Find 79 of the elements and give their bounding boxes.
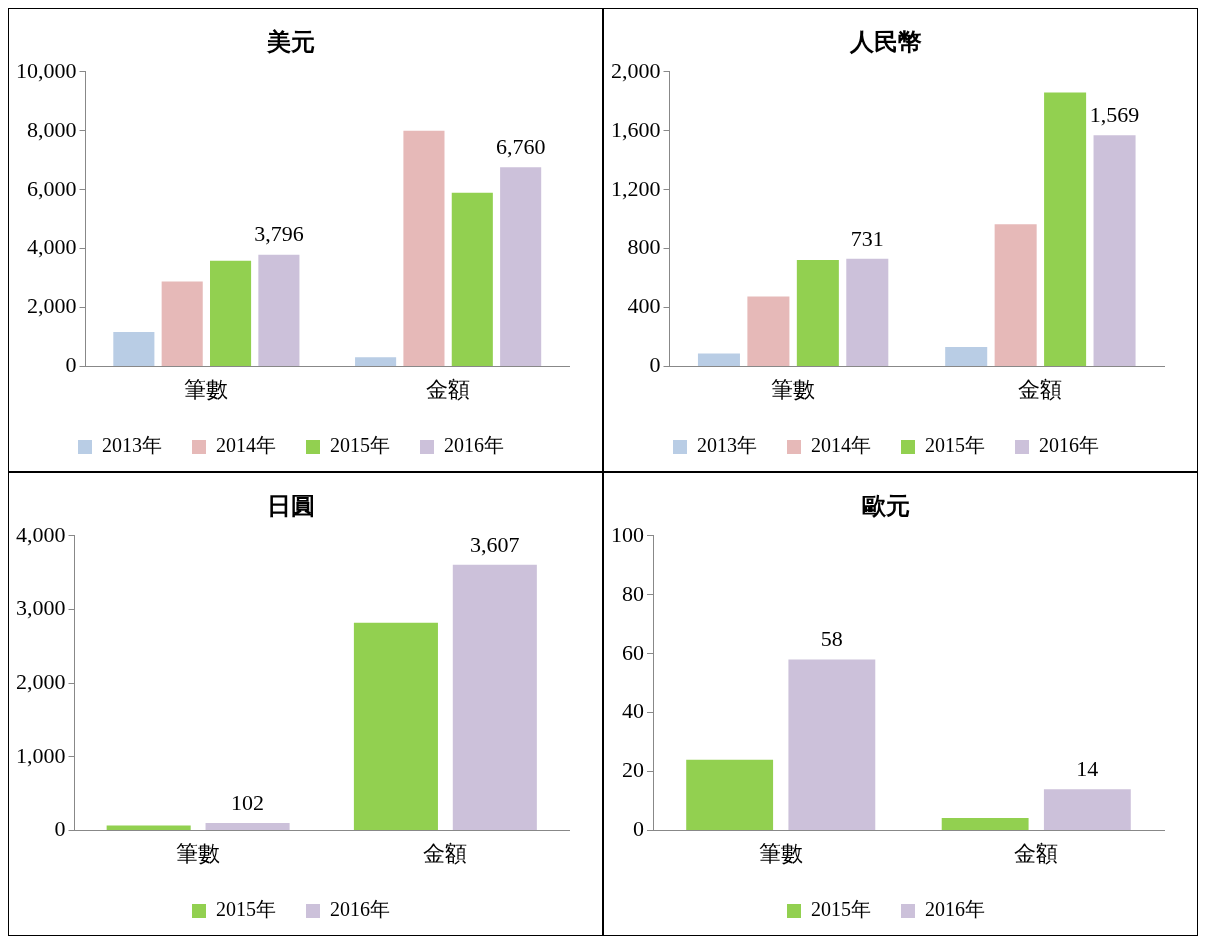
legend-label: 2013年 xyxy=(102,434,162,457)
data-label: 3,796 xyxy=(254,221,304,247)
bar xyxy=(205,823,290,831)
data-label: 102 xyxy=(231,789,265,815)
legend-label: 2016年 xyxy=(330,898,390,921)
bar xyxy=(945,347,988,367)
x-tick-label: 金額 xyxy=(1018,376,1063,402)
bar xyxy=(941,817,1029,831)
legend-label: 2015年 xyxy=(811,898,871,921)
x-tick-label: 筆數 xyxy=(771,376,816,402)
bar xyxy=(788,659,876,831)
x-tick-label: 筆數 xyxy=(176,840,221,866)
y-tick-label: 4,000 xyxy=(16,521,66,547)
bar xyxy=(106,825,191,831)
legend-label: 2014年 xyxy=(216,434,276,457)
bar xyxy=(210,260,252,367)
legend-label: 2014年 xyxy=(811,434,871,457)
bar xyxy=(355,357,397,367)
legend-label: 2015年 xyxy=(925,434,985,457)
data-label: 3,607 xyxy=(470,531,520,557)
chart-title: 美元 xyxy=(266,27,315,55)
bar xyxy=(403,130,445,367)
data-label: 731 xyxy=(850,225,884,251)
legend-label: 2016年 xyxy=(444,434,504,457)
bar xyxy=(353,622,438,831)
bar xyxy=(1044,92,1087,367)
y-tick-label: 60 xyxy=(622,639,644,665)
y-tick-label: 2,000 xyxy=(27,293,77,319)
legend-label: 2016年 xyxy=(925,898,985,921)
bar xyxy=(846,258,889,367)
bar xyxy=(1093,135,1136,367)
y-tick-label: 4,000 xyxy=(27,234,77,260)
bar xyxy=(113,332,155,367)
chart-title: 人民幣 xyxy=(849,28,922,55)
y-tick-label: 0 xyxy=(54,816,66,842)
data-label: 6,760 xyxy=(495,134,546,160)
bar xyxy=(161,281,203,367)
y-tick-label: 100 xyxy=(611,521,644,547)
bar xyxy=(258,254,300,367)
y-tick-label: 40 xyxy=(622,698,644,724)
y-tick-label: 800 xyxy=(627,234,661,260)
y-tick-label: 2,000 xyxy=(16,668,66,694)
y-tick-label: 0 xyxy=(649,352,661,378)
bar xyxy=(747,296,790,367)
x-tick-label: 金額 xyxy=(426,376,471,402)
data-label: 58 xyxy=(820,626,843,652)
y-tick-label: 8,000 xyxy=(27,116,77,142)
y-tick-label: 20 xyxy=(622,757,644,783)
y-tick-label: 10,000 xyxy=(16,57,77,83)
chart-title: 歐元 xyxy=(862,492,910,519)
bar xyxy=(686,759,774,831)
x-tick-label: 金額 xyxy=(1014,840,1059,866)
x-tick-label: 金額 xyxy=(423,840,468,866)
y-tick-label: 80 xyxy=(622,580,644,606)
legend-label: 2015年 xyxy=(330,434,390,457)
x-tick-label: 筆數 xyxy=(758,840,803,866)
y-tick-label: 1,600 xyxy=(611,116,661,142)
bar xyxy=(452,564,537,831)
y-tick-label: 3,000 xyxy=(16,595,66,621)
legend-label: 2013年 xyxy=(697,434,757,457)
y-tick-label: 1,200 xyxy=(611,175,661,201)
bar xyxy=(796,259,839,367)
data-label: 1,569 xyxy=(1089,102,1140,128)
bar xyxy=(697,353,740,367)
chart-title: 日圓 xyxy=(267,492,315,519)
legend-label: 2015年 xyxy=(216,898,276,921)
bar xyxy=(1043,789,1131,831)
bar xyxy=(994,224,1037,367)
data-label: 14 xyxy=(1076,756,1099,782)
y-tick-label: 2,000 xyxy=(611,57,661,83)
bar xyxy=(500,167,542,367)
y-tick-label: 1,000 xyxy=(16,742,66,768)
y-tick-label: 0 xyxy=(633,816,644,842)
y-tick-label: 6,000 xyxy=(27,175,77,201)
bar xyxy=(451,192,493,367)
y-tick-label: 0 xyxy=(65,352,77,378)
legend-label: 2016年 xyxy=(1039,434,1099,457)
y-tick-label: 400 xyxy=(627,293,661,319)
x-tick-label: 筆數 xyxy=(184,376,229,402)
